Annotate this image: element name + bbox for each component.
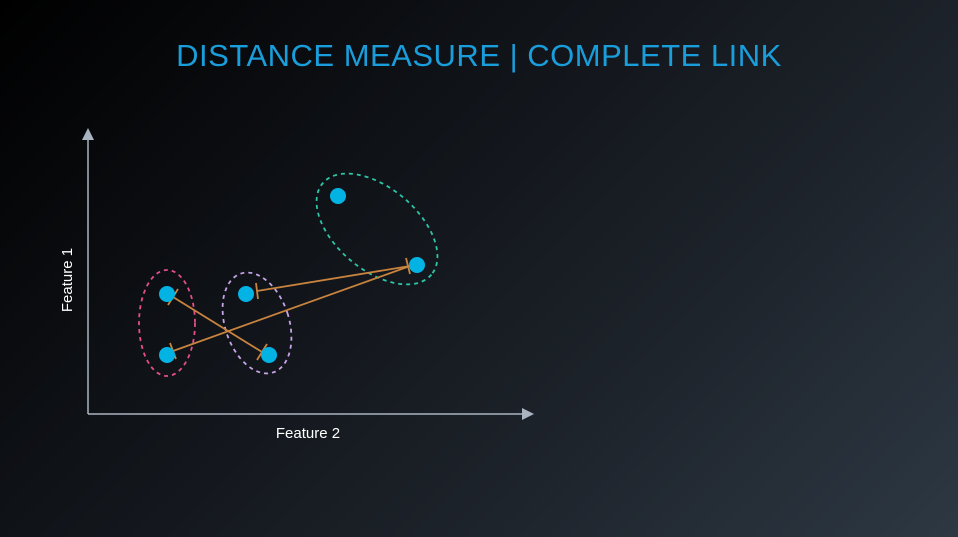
x-axis-label: Feature 2 [276, 425, 340, 442]
data-point [159, 347, 175, 363]
link-line-pink-purple [172, 296, 263, 353]
y-axis-label: Feature 1 [59, 248, 76, 312]
link-tick [405, 257, 411, 275]
cluster-purple-outline [221, 271, 293, 375]
data-point [238, 286, 254, 302]
data-point [409, 257, 425, 273]
cluster-pink-outline [138, 269, 196, 377]
data-point [159, 286, 175, 302]
link-tick [255, 282, 259, 300]
data-point [330, 188, 346, 204]
data-point [261, 347, 277, 363]
slide-title: DISTANCE MEASURE | COMPLETE LINK [176, 38, 782, 73]
link-line-purple-teal [256, 265, 411, 292]
cluster-teal-outline [315, 172, 439, 286]
link-line-pink-teal [172, 265, 411, 352]
